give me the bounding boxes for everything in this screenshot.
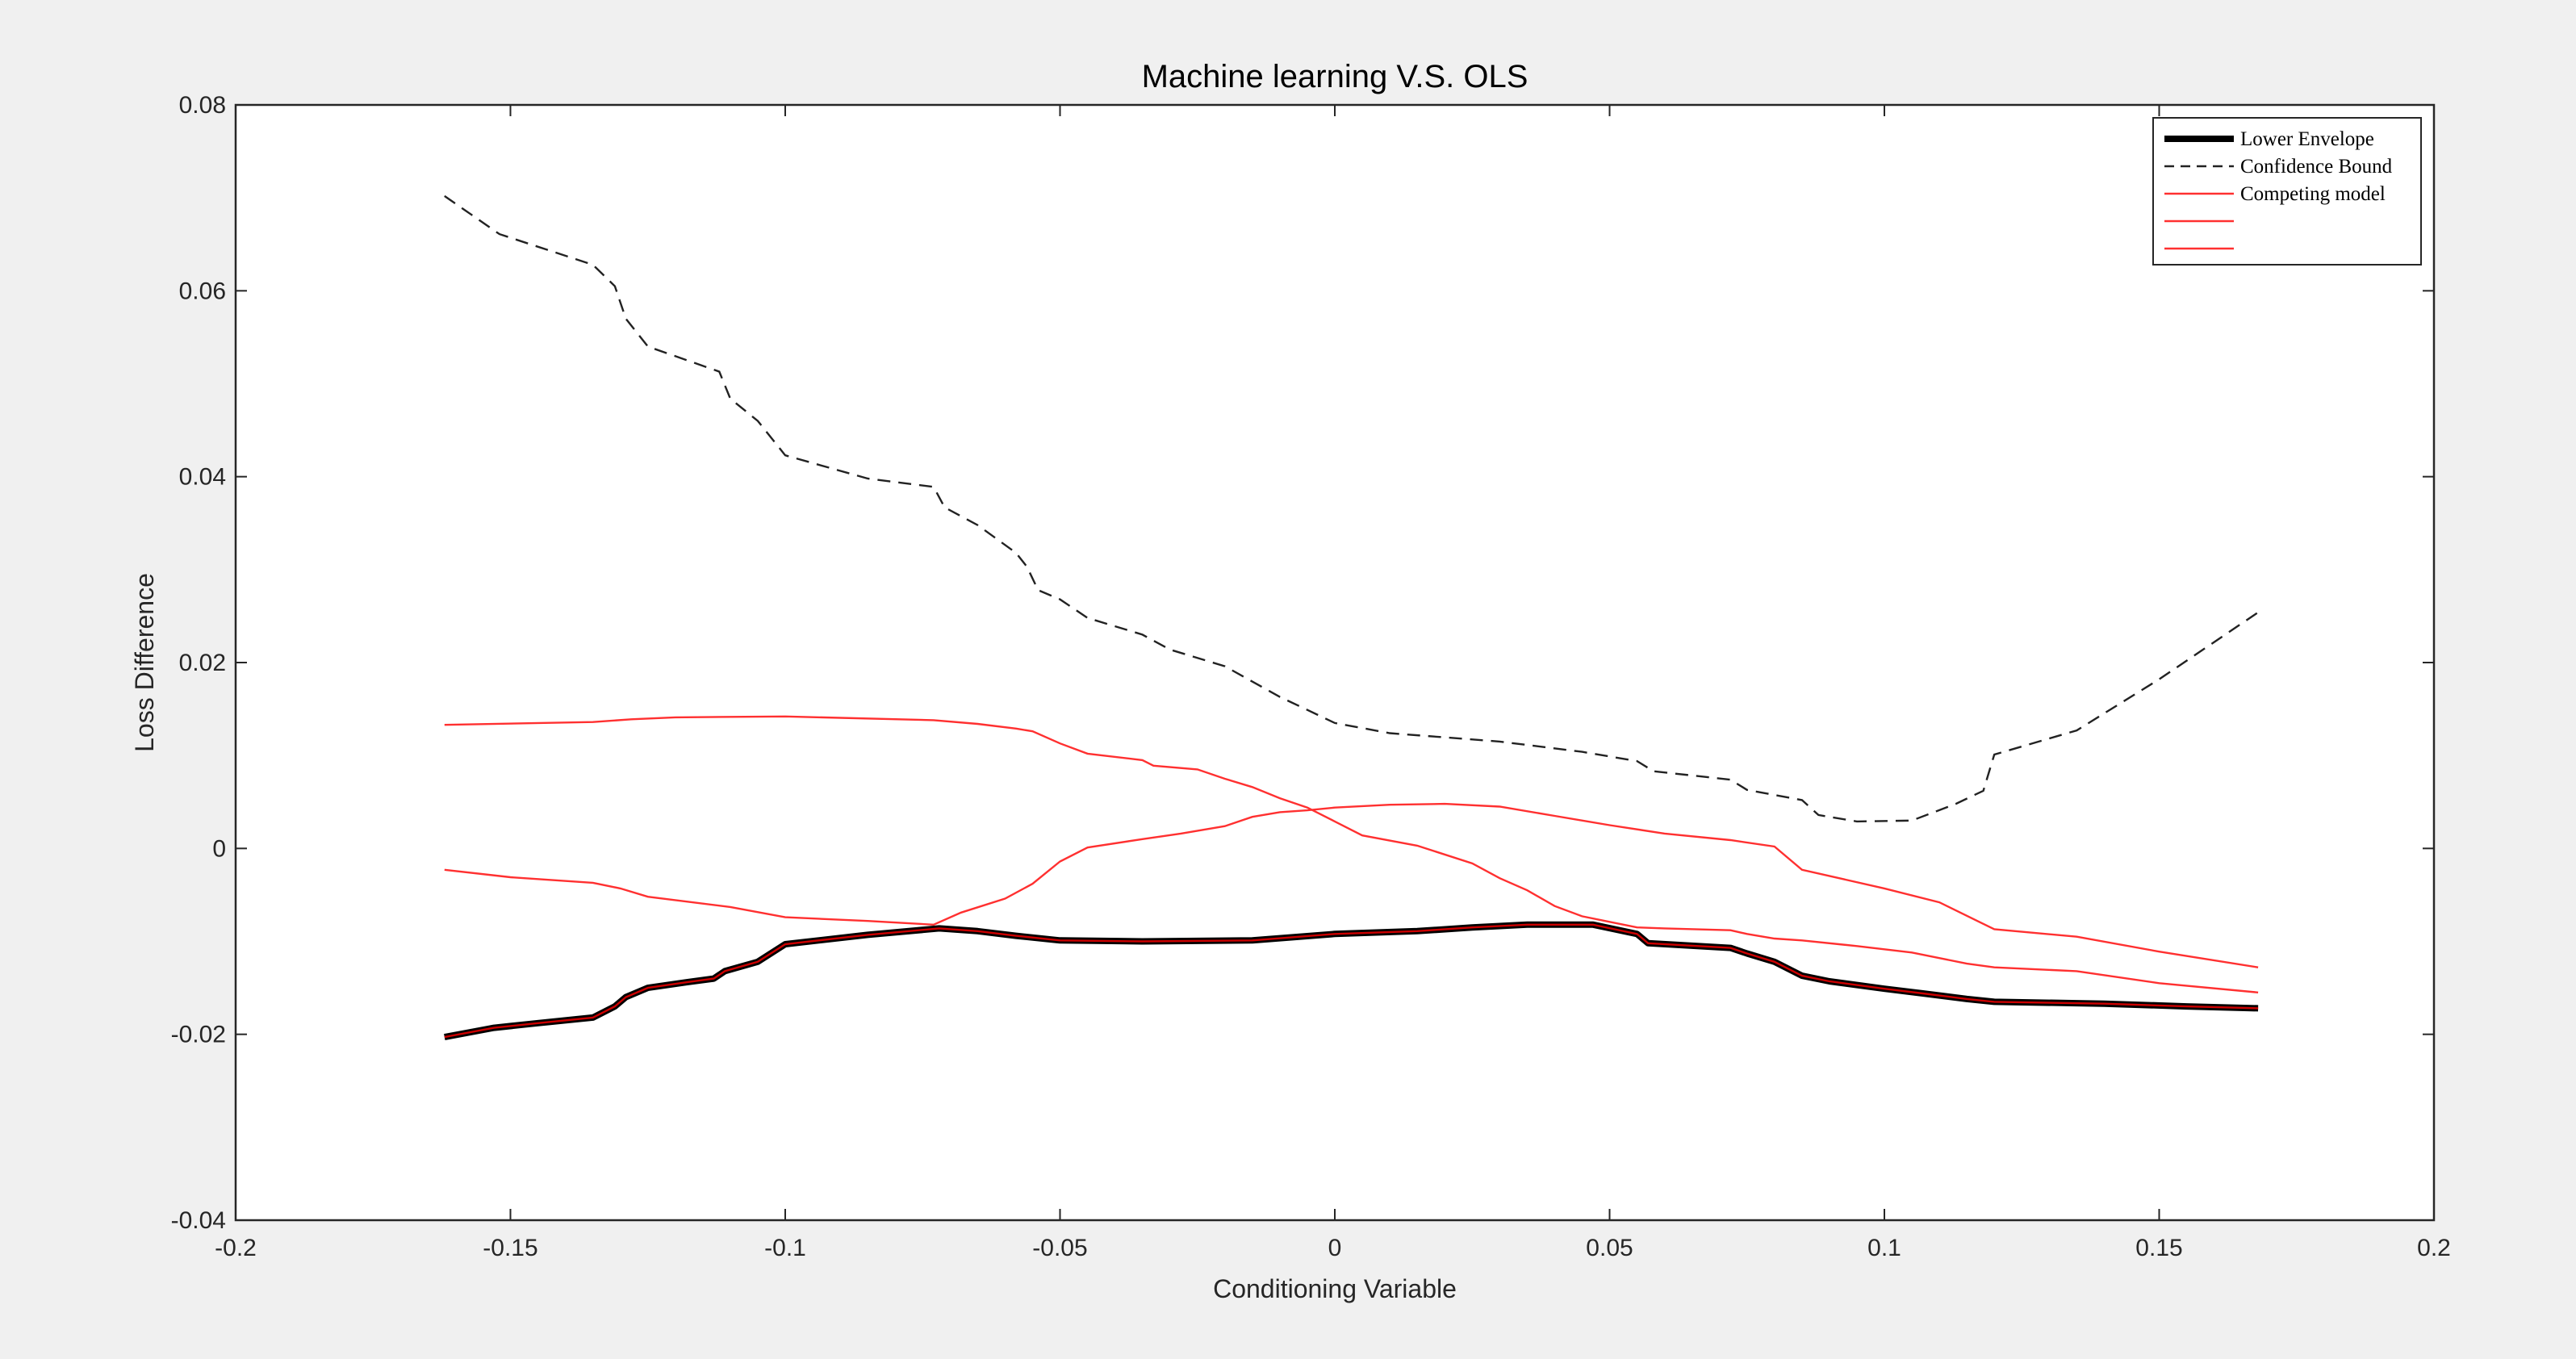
y-tick-label: 0.02 (179, 650, 226, 676)
y-tick-label: 0.04 (179, 464, 226, 491)
x-tick-label: -0.2 (215, 1235, 257, 1261)
x-tick-label: -0.1 (764, 1235, 806, 1261)
x-tick-label: -0.15 (483, 1235, 537, 1261)
y-axis-label: Loss Difference (130, 573, 159, 752)
x-tick-label: 0.05 (1586, 1235, 1633, 1261)
ticks-layer: -0.2 -0.15 -0.1 -0.05 0 0.05 0.1 0.15 0.2 -0.04 -0… (171, 92, 2451, 1261)
axes-background (236, 105, 2434, 1220)
series-line-competing-model-3 (444, 802, 2259, 968)
y-tick-label: 0.08 (179, 92, 226, 119)
y-tick-label: 0 (212, 835, 226, 862)
legend[interactable]: Lower Envelope Confidence Bound Competing … (2152, 117, 2422, 266)
series-layer (444, 194, 2259, 1041)
x-tick-label: 0.1 (1867, 1235, 1901, 1261)
series-line-confidence-bound-1 (444, 194, 2259, 823)
x-tick-label: 0.2 (2417, 1235, 2451, 1261)
x-axis-label: Conditioning Variable (1213, 1274, 1457, 1303)
legend-box (2152, 117, 2422, 266)
x-tick-label: 0 (1328, 1235, 1342, 1261)
chart-title: Machine learning V.S. OLS (1142, 59, 1528, 94)
series-line-competing-model-2 (444, 715, 2259, 993)
legend-label: Confidence Bound (2240, 156, 2393, 178)
legend-label: Competing model (2240, 183, 2386, 205)
x-tick-label: 0.15 (2135, 1235, 2182, 1261)
y-tick-label: 0.06 (179, 278, 226, 304)
y-tick-label: -0.04 (171, 1207, 226, 1234)
series-line-lower-envelope-core (444, 923, 2259, 1039)
x-tick-label: -0.05 (1032, 1235, 1087, 1261)
legend-label: Lower Envelope (2240, 128, 2374, 150)
y-tick-label: -0.02 (171, 1022, 226, 1048)
